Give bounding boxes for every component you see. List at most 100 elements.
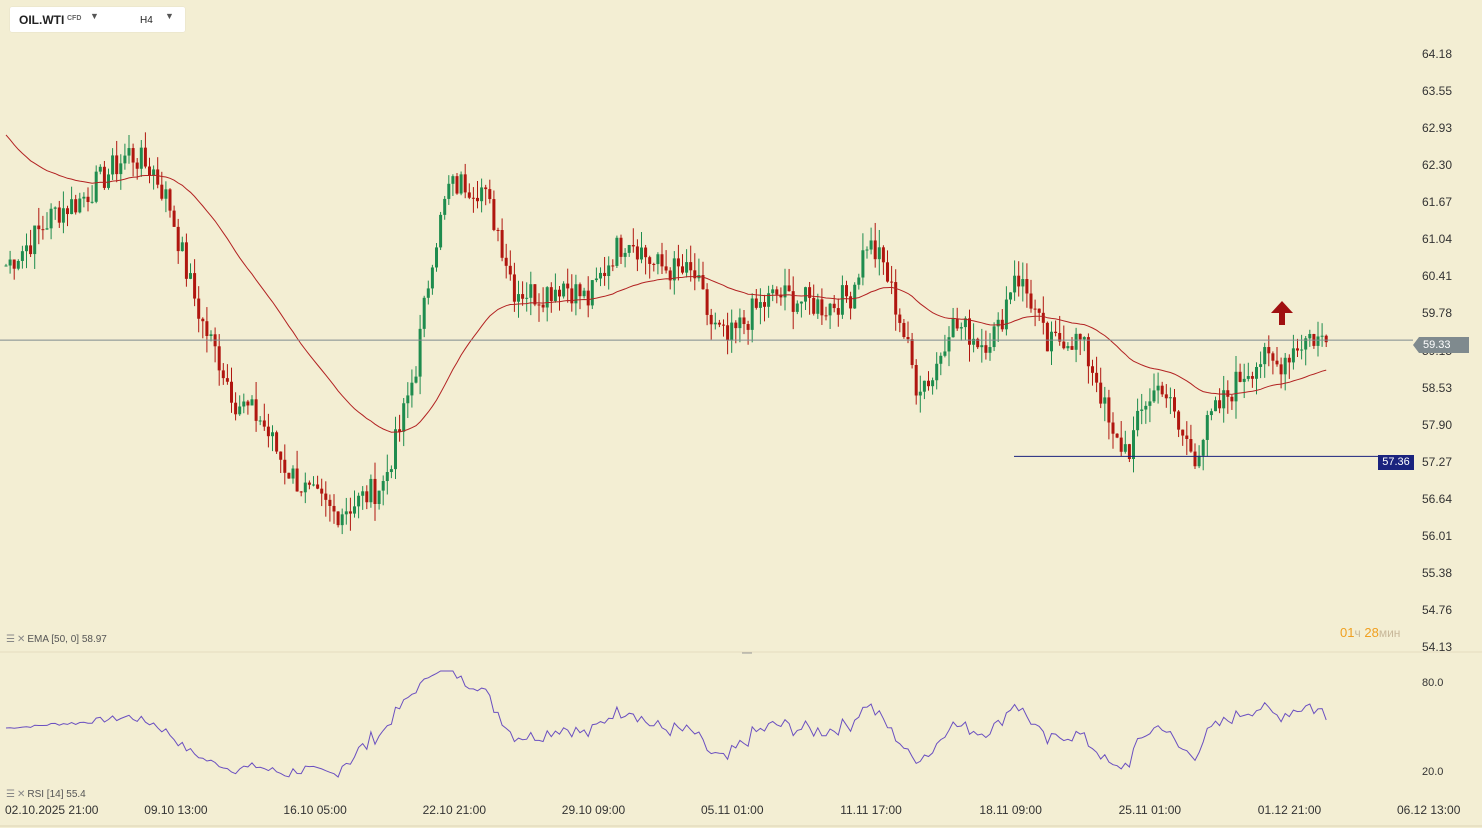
rsi-axis-20: 20.0: [1422, 766, 1444, 778]
menu-icon[interactable]: ☰: [6, 789, 15, 800]
countdown-hours-unit: ч: [1354, 626, 1361, 640]
candle-bearish: [332, 505, 336, 512]
candle-bearish: [873, 240, 877, 260]
candle-bearish: [86, 196, 90, 203]
candle-bullish: [33, 225, 37, 255]
candle-bearish: [156, 169, 160, 185]
candle-bearish: [984, 345, 988, 353]
candle-bearish: [504, 257, 508, 266]
candle-bearish: [586, 290, 590, 306]
candle-bearish: [230, 381, 233, 403]
candle-bullish: [951, 318, 955, 338]
candle-bullish: [410, 382, 414, 396]
candle-bearish: [914, 365, 918, 396]
date-tick-label: 18.11 09:00: [979, 803, 1042, 817]
candle-bullish: [816, 299, 820, 314]
candle-bearish: [955, 318, 959, 329]
candle-bullish: [430, 267, 434, 289]
candle-bearish: [1160, 385, 1164, 395]
candle-bearish: [619, 237, 623, 257]
candle-bullish: [947, 337, 951, 352]
candle-bullish: [1136, 410, 1140, 431]
candle-bearish: [902, 322, 906, 338]
candle-bullish: [996, 319, 1000, 327]
candle-bearish: [41, 229, 45, 231]
candle-bullish: [480, 187, 484, 202]
candle-bearish: [484, 187, 488, 190]
candle-bearish: [283, 459, 287, 473]
date-tick-label: 11.11 17:00: [840, 803, 902, 817]
candle-bullish: [70, 199, 74, 215]
candle-bearish: [246, 401, 250, 406]
candle-bearish: [779, 294, 783, 298]
candle-bullish: [16, 260, 20, 269]
candle-bullish: [8, 259, 12, 266]
caret-down-icon[interactable]: ▼: [165, 11, 174, 21]
candle-bullish: [840, 285, 844, 315]
candle-bullish: [209, 334, 213, 336]
price-tick-label: 62.93: [1422, 121, 1453, 136]
price-tick-label: 58.53: [1422, 380, 1453, 395]
candle-bullish: [590, 280, 594, 306]
candle-bullish: [435, 247, 438, 268]
candle-bearish: [66, 208, 69, 215]
candle-bearish: [603, 272, 607, 277]
menu-icon[interactable]: ☰: [6, 634, 15, 645]
rsi-label-text: RSI [14] 55.4: [27, 789, 86, 800]
candle-bullish: [45, 228, 49, 230]
candle-bullish: [1300, 349, 1304, 351]
candle-bullish: [1156, 385, 1160, 391]
candle-bullish: [123, 155, 127, 164]
candle-bullish: [1291, 348, 1295, 363]
countdown-minutes: 28: [1364, 625, 1379, 640]
candle-bullish: [238, 406, 242, 415]
candle-bearish: [1119, 437, 1123, 452]
candle-bullish: [98, 166, 102, 172]
candle-bearish: [701, 275, 705, 290]
candle-bullish: [1021, 279, 1025, 287]
close-icon[interactable]: ✕: [16, 789, 26, 800]
candle-bullish: [443, 198, 447, 215]
candle-bearish: [160, 184, 164, 199]
candle-bearish: [1115, 433, 1119, 438]
candle-bearish: [193, 273, 197, 299]
candle-bearish: [143, 147, 147, 167]
candle-bearish: [533, 284, 537, 305]
candle-bullish: [529, 284, 533, 298]
candle-bullish: [1140, 409, 1144, 411]
candle-bearish: [541, 304, 545, 308]
candle-bearish: [787, 285, 791, 292]
price-tick-label: 57.90: [1422, 417, 1453, 432]
support-level-badge[interactable]: 57.36: [1378, 455, 1414, 470]
candle-bearish: [631, 244, 635, 247]
candle-bearish: [705, 289, 709, 315]
candle-bullish: [935, 363, 939, 381]
candle-bullish: [361, 491, 365, 496]
candle-bearish: [1230, 396, 1234, 402]
close-icon[interactable]: ✕: [16, 634, 26, 645]
candle-bearish: [635, 246, 639, 260]
buy-signal-arrow-icon: [1271, 301, 1293, 325]
candle-bullish: [107, 174, 110, 188]
symbol-selector[interactable]: OIL.WTI: [19, 13, 65, 27]
candle-bullish: [640, 247, 643, 260]
candle-bearish: [221, 370, 225, 379]
caret-down-icon[interactable]: ▼: [90, 11, 99, 21]
candle-bullish: [1074, 333, 1078, 350]
candle-bullish: [94, 171, 98, 202]
price-tick-label: 54.13: [1422, 640, 1453, 654]
candle-bullish: [799, 301, 803, 304]
candle-bearish: [644, 247, 648, 258]
candle-bearish: [234, 402, 238, 415]
candle-bearish: [463, 174, 467, 193]
candle-bullish: [4, 265, 8, 267]
candle-bullish: [1259, 364, 1263, 367]
candle-bullish: [685, 262, 689, 273]
candle-bearish: [1296, 348, 1299, 351]
candle-bearish: [328, 499, 332, 506]
timeframe-selector[interactable]: H4: [140, 15, 153, 26]
candle-bullish: [1144, 405, 1148, 410]
candle-bullish: [357, 495, 361, 507]
candle-bearish: [471, 197, 475, 199]
